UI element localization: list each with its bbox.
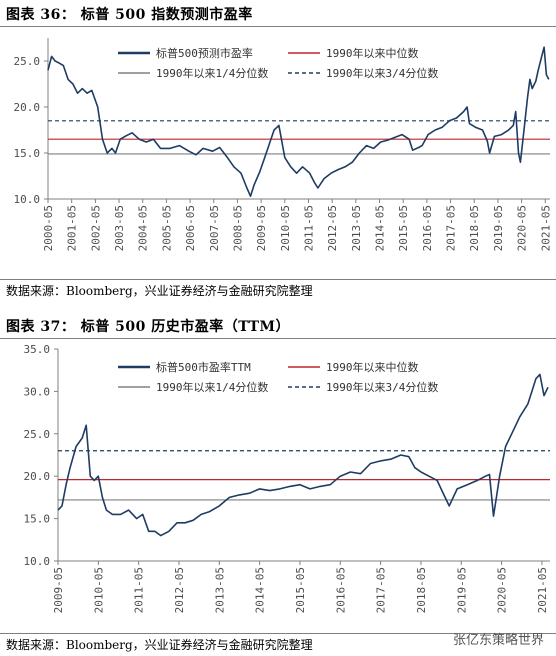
x-tick-label: 2016-05 (334, 567, 347, 613)
x-tick-label: 2013-05 (350, 205, 363, 251)
x-tick-label: 2014-05 (254, 567, 267, 613)
x-tick-label: 2012-05 (326, 205, 339, 251)
y-tick-label: 25.0 (24, 428, 51, 441)
x-tick-label: 2001-05 (66, 205, 79, 251)
x-tick-label: 2017-05 (375, 567, 388, 613)
chart-ttm-pe: 10.0 15.0 20.0 25.0 30.0 35.0 2009-05 2010-05 20… (24, 343, 550, 613)
x-tick-label: 2002-05 (89, 205, 102, 251)
legend-label: 标普500预测市盈率 (156, 46, 253, 60)
y-tick-label: 15.0 (24, 513, 51, 526)
x-tick-label: 2019-05 (492, 205, 505, 251)
figure-36-bottom-rule (0, 279, 556, 280)
x-tick-label: 2021-05 (536, 567, 549, 613)
x-tick-label: 2015-05 (397, 205, 410, 251)
x-tick-label: 2009-05 (52, 567, 65, 613)
x-tick-label: 2016-05 (421, 205, 434, 251)
y-tick-label: 10.0 (14, 193, 41, 206)
x-tick-label: 2000-05 (42, 205, 55, 251)
x-tick-label: 2011-05 (302, 205, 315, 251)
x-tick-label: 2015-05 (294, 567, 307, 613)
figure-37-bottom-rule (0, 633, 556, 634)
figure-36-title: 图表 36： 标普 500 指数预测市盈率 (6, 7, 253, 23)
x-tick-label: 2009-05 (255, 205, 268, 251)
y-tick-label: 30.0 (24, 385, 51, 398)
y-tick-label: 10.0 (24, 555, 51, 568)
x-tick-label: 2021-05 (539, 205, 552, 251)
legend-label: 1990年以来中位数 (326, 360, 419, 374)
y-tick-label: 35.0 (24, 343, 51, 356)
x-tick-label: 2005-05 (160, 205, 173, 251)
y-tick-label: 15.0 (14, 147, 41, 160)
figure-37-title: 图表 37： 标普 500 历史市盈率（TTM） (6, 319, 291, 335)
series-line (47, 46, 550, 197)
x-tick-label: 2004-05 (137, 205, 150, 251)
x-tick-label: 2013-05 (213, 567, 226, 613)
x-tick-label: 2006-05 (184, 205, 197, 251)
x-tick-label: 2007-05 (208, 205, 221, 251)
y-tick-label: 25.0 (14, 55, 41, 68)
x-tick-label: 2012-05 (173, 567, 186, 613)
series-line (57, 373, 549, 537)
x-tick-label: 2014-05 (374, 205, 387, 251)
legend-label: 1990年以来中位数 (326, 46, 419, 60)
x-tick-label: 2011-05 (133, 567, 146, 613)
x-tick-label: 2018-05 (415, 567, 428, 613)
x-tick-label: 2019-05 (455, 567, 468, 613)
figure-37-source: 数据来源：Bloomberg，兴业证券经济与金融研究院整理 (6, 638, 313, 652)
x-tick-label: 2020-05 (516, 205, 529, 251)
x-tick-label: 2003-05 (113, 205, 126, 251)
x-tick-label: 2020-05 (496, 567, 509, 613)
legend-label: 1990年以来1/4分位数 (156, 66, 268, 80)
y-tick-label: 20.0 (14, 101, 41, 114)
watermark-text: 张亿东策略世界 (452, 633, 544, 648)
figure-36-top-rule (0, 26, 556, 27)
legend-label: 1990年以来3/4分位数 (326, 66, 438, 80)
x-tick-label: 2018-05 (468, 205, 481, 251)
x-tick-label: 2017-05 (445, 205, 458, 251)
figure-37-top-rule (0, 338, 556, 339)
x-tick-label: 2010-05 (279, 205, 292, 251)
x-tick-label: 2008-05 (231, 205, 244, 251)
figure-36-source: 数据来源：Bloomberg，兴业证券经济与金融研究院整理 (6, 284, 313, 298)
legend-label: 1990年以来3/4分位数 (326, 380, 438, 394)
legend-label: 标普500市盈率TTM (156, 360, 251, 374)
chart-forward-pe: 10.0 15.0 20.0 25.0 2000-05 2001-05 2002-05 200… (14, 38, 552, 251)
y-tick-label: 20.0 (24, 470, 51, 483)
x-tick-label: 2010-05 (92, 567, 105, 613)
legend-label: 1990年以来1/4分位数 (156, 380, 268, 394)
